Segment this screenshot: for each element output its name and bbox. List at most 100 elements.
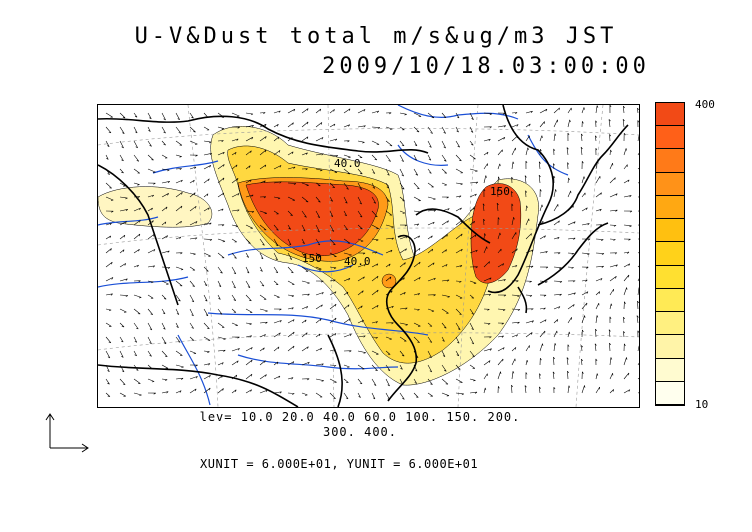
wind-arrow xyxy=(623,263,631,268)
wind-arrow xyxy=(287,137,293,142)
wind-arrow xyxy=(539,220,544,226)
wind-arrow xyxy=(301,136,309,142)
wind-arrow xyxy=(189,252,196,256)
wind-arrow xyxy=(329,392,336,399)
colorbar-min-label: 10 xyxy=(695,398,709,411)
wind-arrow xyxy=(427,182,434,188)
wind-arrow xyxy=(539,266,549,269)
colorbar-segment xyxy=(656,242,684,266)
wind-arrow xyxy=(539,204,543,212)
wind-arrow xyxy=(217,388,224,394)
wind-arrow xyxy=(175,205,183,212)
wind-arrow xyxy=(105,222,112,226)
wind-arrow xyxy=(119,336,124,343)
wind-arrow xyxy=(287,331,295,338)
wind-arrow xyxy=(371,289,379,296)
wind-arrow xyxy=(105,235,112,240)
wind-arrow xyxy=(273,320,282,324)
wind-arrow xyxy=(357,392,361,398)
wind-arrow xyxy=(455,378,463,383)
wind-arrow xyxy=(427,378,433,385)
wind-arrow xyxy=(203,222,212,226)
wind-arrow xyxy=(245,238,251,244)
wind-arrow xyxy=(371,224,379,230)
wind-arrow xyxy=(581,291,589,296)
wind-arrow xyxy=(399,350,405,357)
wind-arrow xyxy=(483,163,488,170)
wind-arrow xyxy=(203,126,210,131)
contour-label-150-west: 150 xyxy=(302,252,322,265)
wind-arrow xyxy=(273,391,282,394)
wind-arrow xyxy=(609,209,618,212)
wind-arrow xyxy=(553,319,559,324)
wind-arrow xyxy=(287,392,295,395)
wind-arrow xyxy=(189,237,198,240)
wind-arrow xyxy=(441,182,447,186)
wind-arrow xyxy=(161,221,167,226)
wind-arrow xyxy=(105,261,113,268)
wind-arrow xyxy=(147,364,153,369)
colorbar-segment xyxy=(656,126,684,150)
wind-arrow xyxy=(231,164,238,170)
wind-arrow xyxy=(441,364,447,372)
colorbar-segment xyxy=(656,103,684,127)
wind-arrow xyxy=(357,125,366,128)
wind-arrow xyxy=(595,386,600,394)
wind-arrow xyxy=(483,218,486,226)
wind-arrow xyxy=(595,208,602,212)
wind-arrow xyxy=(595,148,598,156)
wind-arrow xyxy=(385,168,390,176)
wind-arrow xyxy=(119,234,126,240)
wind-arrow xyxy=(455,207,462,212)
colorbar-segment xyxy=(656,335,684,359)
wind-arrow xyxy=(567,205,574,212)
wind-arrow xyxy=(245,179,252,184)
wind-arrow xyxy=(273,196,281,200)
contour-label-40-mid: 40.0 xyxy=(344,255,371,268)
wind-arrow xyxy=(301,121,309,128)
wind-arrow xyxy=(567,119,571,128)
wind-arrow xyxy=(357,210,363,218)
wind-arrow xyxy=(343,318,351,324)
wind-arrow xyxy=(301,306,309,310)
wind-arrow xyxy=(399,322,408,326)
wind-arrow xyxy=(189,364,198,367)
wind-arrow xyxy=(623,389,631,394)
wind-arrow xyxy=(343,140,350,143)
wind-arrow xyxy=(595,358,598,366)
wind-arrow xyxy=(511,147,516,156)
wind-arrow xyxy=(343,210,347,217)
wind-arrow xyxy=(469,308,475,315)
wind-arrow xyxy=(133,233,141,240)
wind-arrow xyxy=(245,373,253,380)
map-title-line1: U-V&Dust total m/s&ug/m3 JST xyxy=(134,24,618,49)
wind-arrow xyxy=(315,238,321,246)
wind-arrow xyxy=(273,266,279,274)
wind-arrow xyxy=(329,317,337,324)
wind-arrow xyxy=(119,249,125,254)
wind-arrow xyxy=(469,126,474,133)
wind-arrow xyxy=(105,378,110,385)
wind-arrow xyxy=(539,251,548,254)
wind-arrow xyxy=(595,135,598,142)
wind-arrow xyxy=(553,330,558,338)
wind-arrow xyxy=(483,188,486,198)
wind-arrow xyxy=(469,234,477,240)
wind-arrow xyxy=(245,335,253,338)
wind-arrow xyxy=(315,292,324,296)
wind-arrow xyxy=(441,140,446,149)
wind-arrow xyxy=(567,266,574,269)
wind-arrow xyxy=(175,140,183,146)
wind-arrow xyxy=(189,112,194,119)
wind-arrow xyxy=(231,238,237,243)
wind-arrow xyxy=(189,376,198,380)
wind-arrow xyxy=(469,336,475,345)
wind-arrow xyxy=(371,168,376,174)
wind-arrow xyxy=(469,294,475,299)
wind-arrow xyxy=(119,294,129,297)
wind-arrow xyxy=(581,266,589,269)
wind-arrow xyxy=(469,280,477,284)
wind-arrow xyxy=(441,264,448,268)
wind-arrow xyxy=(441,392,450,397)
wind-arrow xyxy=(427,168,432,174)
